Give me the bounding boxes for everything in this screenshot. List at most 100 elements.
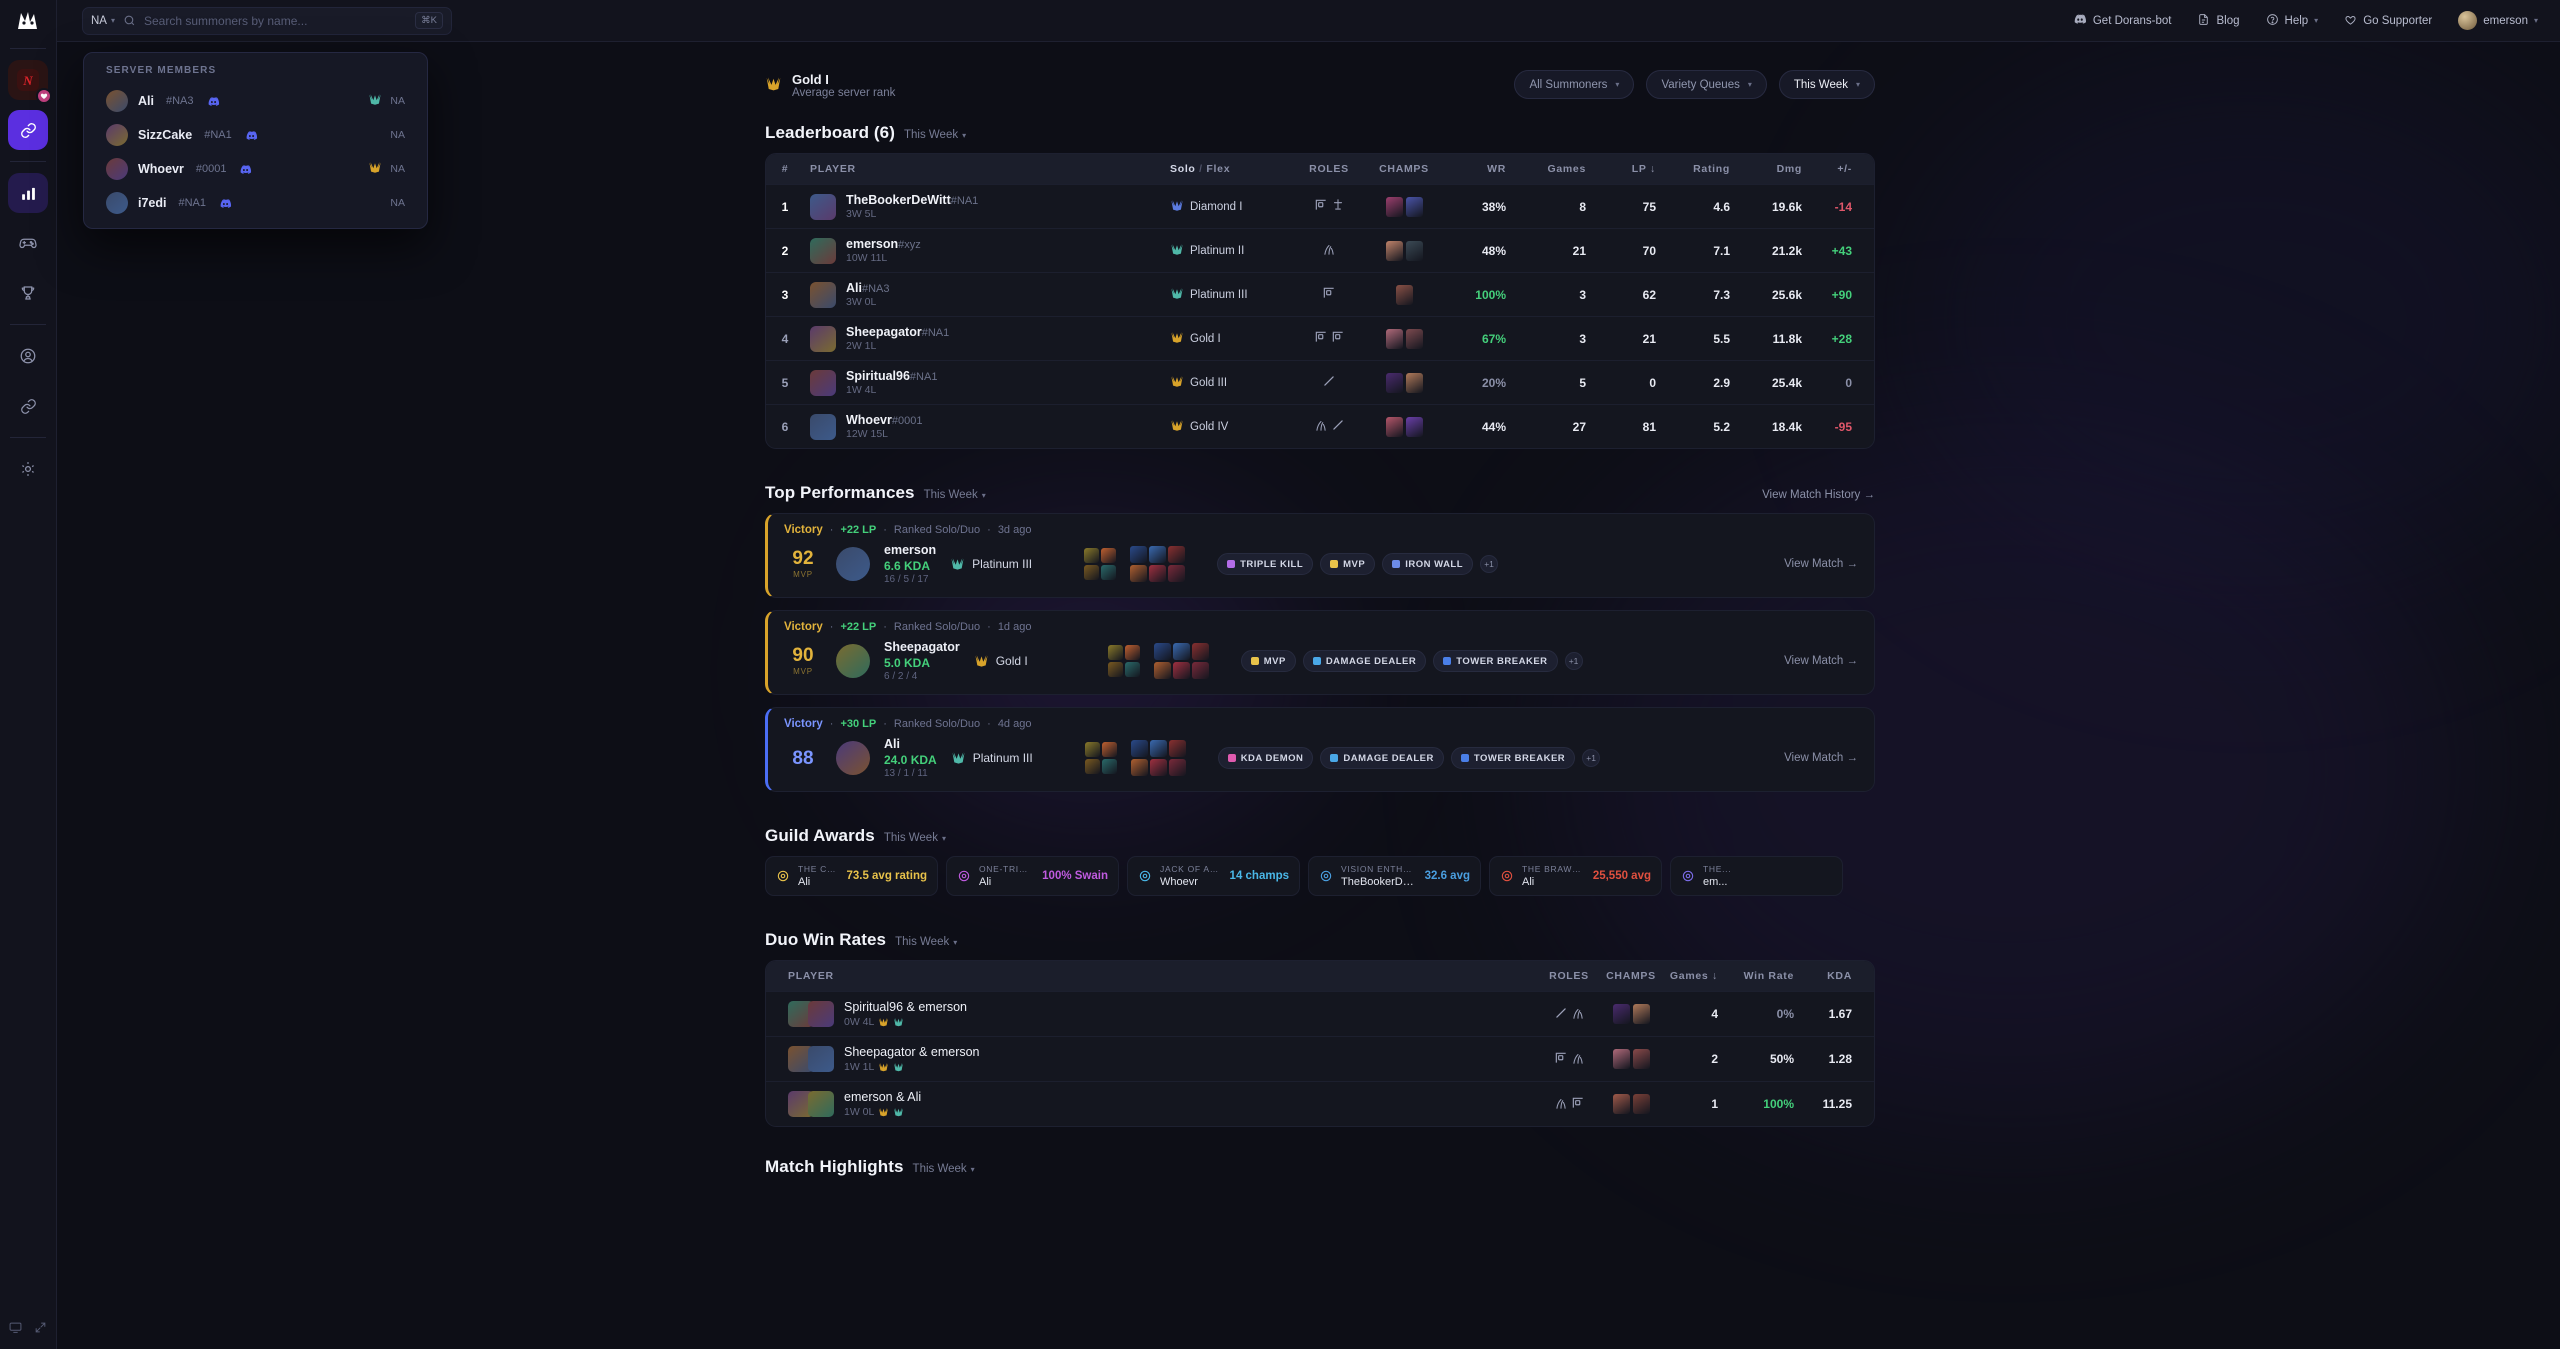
champion-icon[interactable] <box>1632 1094 1650 1114</box>
award-card[interactable]: VISION ENTHUSI... TheBookerDe... 32.6 av… <box>1308 856 1481 896</box>
achievement-tag[interactable]: IRON WALL <box>1382 553 1474 575</box>
view-match-link[interactable]: View Match → <box>1784 558 1858 570</box>
member-row[interactable]: SizzCake #NA1 NA <box>84 118 427 152</box>
champion-icon[interactable] <box>1385 328 1403 349</box>
guild-awards-list[interactable]: THE CA... Ali 73.5 avg rating ONE-TRICK … <box>765 856 1875 896</box>
rail-monitor-icon[interactable] <box>9 1321 22 1339</box>
row-duo-player[interactable]: Spiritual96 & emerson 0W 4L <box>766 992 1538 1037</box>
row-duo-player[interactable]: Sheepagator & emerson 1W 1L <box>766 1037 1538 1082</box>
champion-icon[interactable] <box>1405 196 1423 217</box>
champion-icon[interactable] <box>1395 284 1413 305</box>
achievement-tag[interactable]: MVP <box>1320 553 1376 575</box>
achievement-tag[interactable]: MVP <box>1240 650 1296 672</box>
col-duo-player[interactable]: PLAYER <box>788 970 834 982</box>
nav-blog[interactable]: Blog <box>2197 13 2240 29</box>
main-scroll-area[interactable]: Gold I Average server rank All Summoners… <box>57 42 2560 1349</box>
achievement-tag[interactable]: TOWER BREAKER <box>1433 650 1558 672</box>
rail-item-link-active[interactable] <box>8 110 48 150</box>
user-menu[interactable]: emerson ▾ <box>2458 11 2538 30</box>
nav-get-dorans-bot[interactable]: Get Dorans-bot <box>2073 12 2171 29</box>
award-card[interactable]: THE BRAWLER Ali 25,550 avg <box>1489 856 1662 896</box>
performances-period-selector[interactable]: This Week ▾ <box>924 489 986 501</box>
champion-icon[interactable] <box>1632 1004 1650 1024</box>
table-row[interactable]: 1 TheBookerDeWitt#NA1 3W 5L Diamond I 38… <box>766 184 1874 229</box>
search-input[interactable] <box>144 13 408 28</box>
rail-expand-icon[interactable] <box>34 1321 47 1339</box>
rail-item-profile[interactable] <box>8 336 48 376</box>
champion-icon[interactable] <box>1612 1004 1630 1024</box>
achievement-tag[interactable]: KDA DEMON <box>1217 747 1314 769</box>
champion-icon[interactable] <box>1405 416 1423 437</box>
achievement-tag[interactable]: TRIPLE KILL <box>1217 553 1314 575</box>
champion-icon[interactable] <box>1405 328 1423 349</box>
col-duo-winrate[interactable]: Win Rate <box>1743 970 1794 982</box>
table-row[interactable]: 3 Ali#NA3 3W 0L Platinum III 100% 3 62 7… <box>766 272 1874 317</box>
champion-icon[interactable] <box>1405 372 1423 393</box>
filter-period[interactable]: This Week ▾ <box>1778 70 1875 99</box>
col-rating[interactable]: Rating <box>1693 163 1730 175</box>
leaderboard-period-selector[interactable]: This Week ▾ <box>904 129 966 141</box>
table-row[interactable]: 6 Whoevr#0001 12W 15L Gold IV 44% 27 81 … <box>766 404 1874 449</box>
row-player[interactable]: Whoevr#0001 12W 15L <box>804 405 1170 449</box>
performance-card[interactable]: Victory · +22 LP · Ranked Solo/Duo · 1d ago… <box>765 610 1875 695</box>
region-selector[interactable]: NA ▾ <box>91 15 115 27</box>
award-card[interactable]: THE CA... Ali 73.5 avg rating <box>765 856 938 896</box>
row-player[interactable]: Spiritual96#NA1 1W 4L <box>804 361 1170 405</box>
champion-icon[interactable] <box>1385 196 1403 217</box>
member-row[interactable]: Whoevr #0001 NA <box>84 152 427 186</box>
member-row[interactable]: i7edi #NA1 NA <box>84 186 427 220</box>
col-dmg[interactable]: Dmg <box>1776 163 1802 175</box>
table-row[interactable]: emerson & Ali 1W 0L 1 100% 11.25 <box>766 1081 1874 1127</box>
champion-icon[interactable] <box>1385 416 1403 437</box>
row-player[interactable]: Ali#NA3 3W 0L <box>804 273 1170 317</box>
col-rank[interactable]: # <box>781 163 789 175</box>
awards-period-selector[interactable]: This Week ▾ <box>884 832 946 844</box>
table-row[interactable]: 5 Spiritual96#NA1 1W 4L Gold III 20% 5 0… <box>766 360 1874 405</box>
col-duo-kda[interactable]: KDA <box>1827 970 1852 982</box>
duo-period-selector[interactable]: This Week ▾ <box>895 936 957 948</box>
rail-item-chart-active[interactable] <box>8 173 48 213</box>
table-row[interactable]: Sheepagator & emerson 1W 1L 2 50% 1.28 <box>766 1036 1874 1082</box>
col-wr[interactable]: WR <box>1487 163 1506 175</box>
achievement-tag[interactable]: DAMAGE DEALER <box>1302 650 1427 672</box>
view-match-link[interactable]: View Match → <box>1784 655 1858 667</box>
table-row[interactable]: 2 emerson#xyz 10W 11L Platinum II 48% 21… <box>766 228 1874 273</box>
achievement-tag[interactable]: TOWER BREAKER <box>1450 747 1576 769</box>
search-bar[interactable]: NA ▾ ⌘K <box>82 6 452 35</box>
more-tags-badge[interactable]: +1 <box>1480 555 1499 573</box>
row-duo-player[interactable]: emerson & Ali 1W 0L <box>766 1082 1538 1127</box>
more-tags-badge[interactable]: +1 <box>1564 652 1583 670</box>
app-logo[interactable] <box>0 0 57 42</box>
col-games[interactable]: Games <box>1547 163 1586 175</box>
champion-icon[interactable] <box>1632 1049 1650 1069</box>
rail-server-avatar[interactable]: N <box>8 60 52 104</box>
rail-item-connections[interactable] <box>8 386 48 426</box>
col-lp[interactable]: LP ↓ <box>1631 163 1656 175</box>
rail-item-gamepad[interactable] <box>8 223 48 263</box>
award-card[interactable]: ONE-TRICK ... Ali 100% Swain <box>946 856 1119 896</box>
col-duo-champs[interactable]: CHAMPS <box>1606 970 1656 982</box>
rail-item-settings[interactable] <box>8 449 48 489</box>
champion-icon[interactable] <box>1385 372 1403 393</box>
highlights-period-selector[interactable]: This Week ▾ <box>913 1163 975 1175</box>
champion-icon[interactable] <box>1405 240 1423 261</box>
row-player[interactable]: TheBookerDeWitt#NA1 3W 5L <box>804 185 1170 229</box>
champion-icon[interactable] <box>1612 1094 1630 1114</box>
col-duo-games[interactable]: Games ↓ <box>1669 970 1718 982</box>
award-card[interactable]: JACK OF ALL ... Whoevr 14 champs <box>1127 856 1300 896</box>
col-duo-roles[interactable]: ROLES <box>1549 970 1589 982</box>
col-tier[interactable]: Solo / Flex <box>1170 163 1231 175</box>
nav-help[interactable]: Help ▾ <box>2266 13 2318 29</box>
col-player[interactable]: PLAYER <box>810 163 856 175</box>
view-match-history-link[interactable]: View Match History → <box>1762 489 1875 501</box>
table-row[interactable]: Spiritual96 & emerson 0W 4L 4 0% 1.67 <box>766 991 1874 1037</box>
performance-card[interactable]: Victory · +22 LP · Ranked Solo/Duo · 3d ago… <box>765 513 1875 598</box>
award-card[interactable]: THE... em... <box>1670 856 1843 896</box>
col-plusminus[interactable]: +/- <box>1837 163 1852 175</box>
champion-icon[interactable] <box>1385 240 1403 261</box>
row-player[interactable]: emerson#xyz 10W 11L <box>804 229 1170 273</box>
row-player[interactable]: Sheepagator#NA1 2W 1L <box>804 317 1170 361</box>
col-roles[interactable]: ROLES <box>1309 163 1349 175</box>
performance-card[interactable]: Victory · +30 LP · Ranked Solo/Duo · 4d ago… <box>765 707 1875 792</box>
col-champs[interactable]: CHAMPS <box>1379 163 1429 175</box>
